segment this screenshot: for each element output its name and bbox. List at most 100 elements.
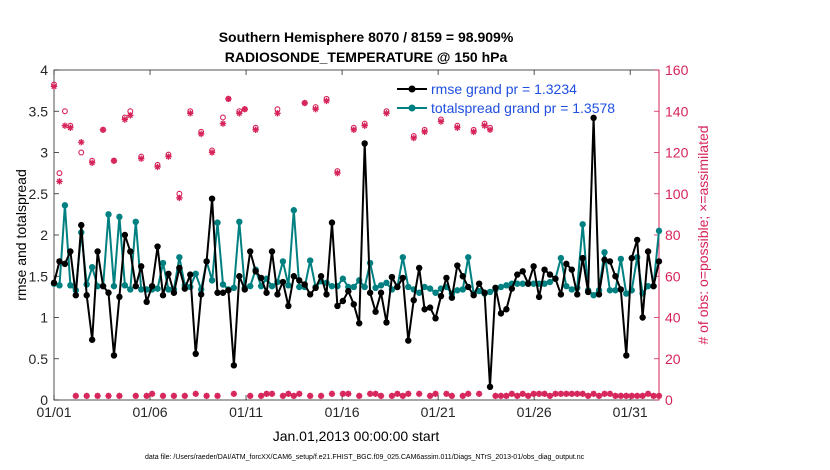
legend-spread-label: totalspread grand pr = 1.3578 — [431, 100, 615, 116]
y-right-tick-label: 40 — [665, 310, 681, 326]
obs-assimilated-marker — [50, 83, 58, 90]
obs-assimilated-marker — [263, 390, 270, 398]
rmse-point — [541, 266, 548, 273]
obs-assimilated-marker — [541, 390, 548, 398]
rmse-point — [148, 282, 156, 290]
obs-assimilated-marker — [470, 128, 477, 136]
rmse-point — [121, 231, 129, 239]
obs-assimilated-marker — [236, 110, 243, 117]
obs-assimilated-marker — [535, 390, 543, 398]
obs-assimilated-marker — [372, 390, 379, 398]
rmse-point — [514, 271, 521, 278]
totalspread-point — [606, 287, 614, 294]
rmse-point — [154, 243, 161, 250]
rmse-point — [650, 282, 657, 290]
rmse-point — [230, 362, 238, 369]
obs-assimilated-marker — [633, 392, 641, 400]
obs-assimilated-marker — [154, 163, 161, 171]
rmse-point — [421, 306, 428, 313]
x-axis-label: Jan.01,2013 00:00:00 start — [273, 428, 440, 444]
totalspread-point — [165, 286, 172, 293]
obs-assimilated-marker — [366, 390, 374, 398]
totalspread-point — [579, 221, 586, 228]
obs-assimilated-marker — [465, 390, 472, 398]
rmse-point — [454, 262, 461, 269]
rmse-point — [415, 264, 423, 272]
rmse-point — [530, 263, 537, 270]
obs-assimilated-marker — [574, 390, 581, 398]
plot-area — [53, 69, 660, 401]
obs-assimilated-marker — [415, 390, 423, 398]
totalspread-point — [339, 275, 347, 282]
obs-assimilated-marker — [296, 390, 303, 398]
totalspread-point — [377, 282, 385, 289]
obs-assimilated-marker — [138, 155, 145, 162]
obs-assimilated-marker — [230, 390, 238, 398]
totalspread-point — [110, 282, 118, 290]
obs-assimilated-marker — [339, 390, 347, 398]
rmse-point — [399, 274, 407, 282]
plot-frame — [53, 69, 660, 401]
chart-title-line1: Southern Hemisphere 8070 / 8159 = 98.909… — [219, 29, 514, 45]
obs-assimilated-marker — [650, 392, 657, 400]
obs-assimilated-marker — [519, 390, 526, 398]
obs-assimilated-marker — [492, 392, 499, 400]
totalspread-point — [530, 280, 537, 287]
obs-count-series — [50, 81, 663, 400]
obs-assimilated-marker — [601, 390, 608, 398]
rmse-point — [236, 273, 243, 280]
rmse-point — [181, 285, 189, 292]
obs-assimilated-marker — [623, 392, 630, 400]
y-right-tick-label: 100 — [665, 186, 689, 202]
rmse-point — [323, 291, 330, 298]
rmse-point — [88, 336, 96, 343]
rmse-point — [339, 297, 347, 305]
obs-assimilated-marker — [116, 392, 123, 400]
rmse-point — [105, 289, 112, 296]
totalspread-point — [655, 227, 663, 235]
rmse-point — [165, 270, 172, 277]
y-right-tick-label: 140 — [665, 103, 689, 119]
obs-assimilated-marker — [432, 390, 439, 398]
obs-assimilated-marker — [584, 392, 592, 400]
rmse-point — [306, 291, 314, 298]
rmse-point — [475, 280, 483, 287]
rmse-point — [187, 271, 194, 278]
data-file-footnote: data file: /Users/raeder/DAI/ATM_forcXX/… — [145, 454, 585, 461]
obs-assimilated-marker — [257, 392, 265, 400]
rmse-point — [99, 282, 107, 290]
rmse-point — [459, 273, 466, 280]
totalspread-point — [208, 277, 216, 284]
obs-assimilated-marker — [595, 392, 603, 400]
obs-assimilated-marker — [530, 390, 537, 398]
obs-assimilated-marker — [72, 392, 80, 400]
obs-assimilated-marker — [110, 157, 118, 164]
rmse-point — [410, 296, 417, 304]
totalspread-point — [350, 283, 357, 291]
rmse-point — [203, 258, 210, 265]
x-tick-label: 01/21 — [421, 404, 456, 420]
obs-assimilated-marker — [399, 392, 407, 400]
totalspread-point — [176, 254, 183, 261]
rmse-point — [279, 278, 287, 286]
y-left-tick-label: 3.5 — [29, 103, 49, 119]
obs-assimilated-marker — [606, 390, 614, 398]
obs-assimilated-marker — [203, 392, 210, 400]
y-left-tick-label: 4 — [40, 62, 48, 78]
totalspread-point — [328, 282, 336, 290]
totalspread-point — [361, 283, 368, 291]
obs-assimilated-marker — [410, 134, 417, 142]
rmse-point — [257, 274, 265, 282]
y-right-tick-label: 160 — [665, 62, 689, 78]
obs-assimilated-marker — [361, 122, 368, 129]
rmse-point — [623, 352, 630, 359]
obs-assimilated-marker — [628, 392, 635, 400]
rmse-point — [301, 281, 308, 288]
rmse-point — [584, 288, 592, 296]
totalspread-point — [617, 255, 625, 263]
totalspread-point — [486, 288, 494, 296]
obs-assimilated-marker — [590, 390, 597, 398]
rmse-point — [72, 292, 80, 299]
obs-possible-marker — [78, 149, 85, 156]
right-axis: 0 20 40 60 80 100 120 140 160 — [654, 62, 689, 408]
